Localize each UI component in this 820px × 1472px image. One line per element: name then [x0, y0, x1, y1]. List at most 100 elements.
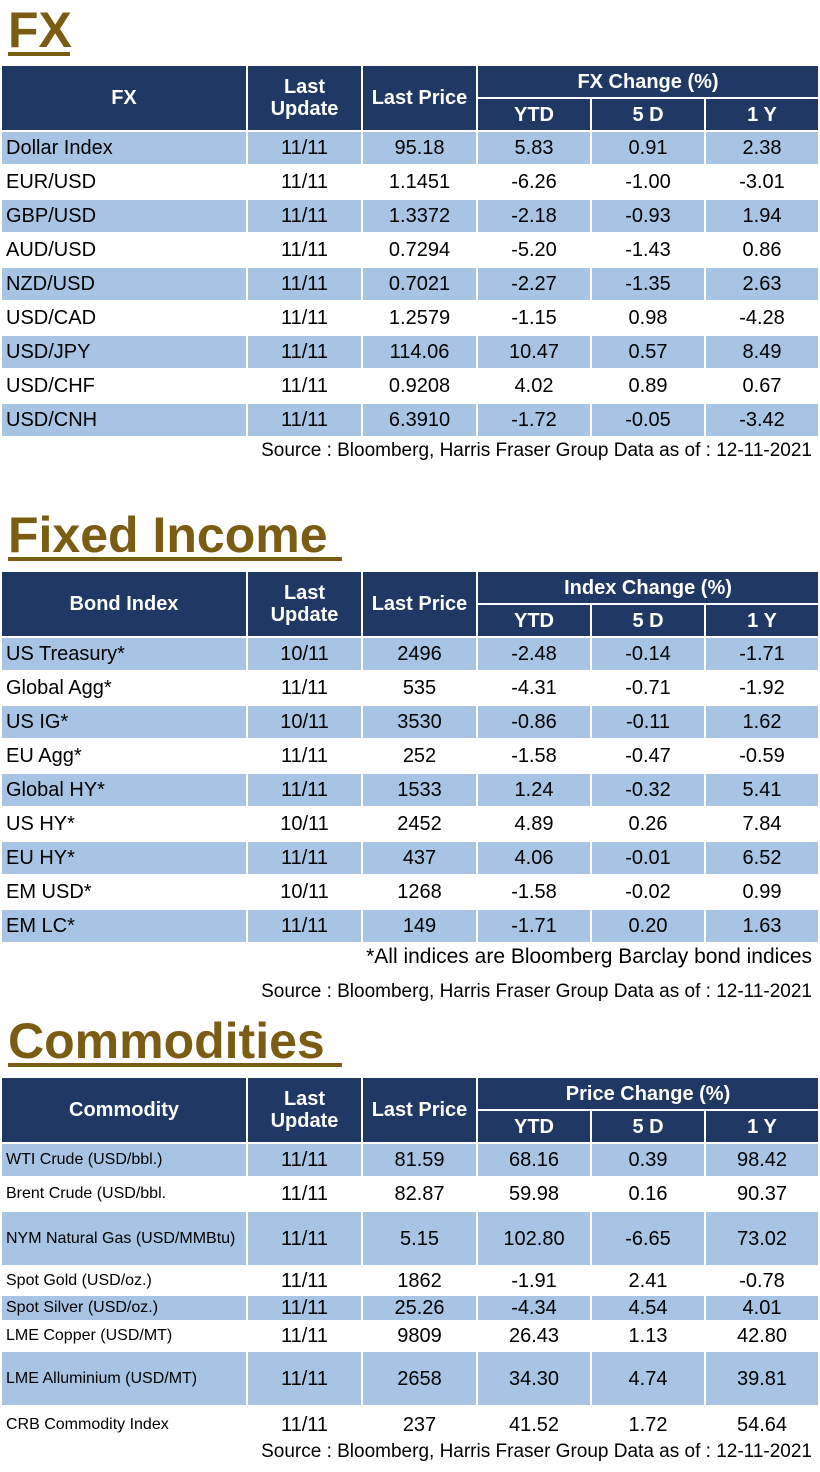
table-row: NZD/USD 11/11 0.7021 -2.27 -1.35 2.63 — [0, 266, 820, 302]
cell-d5: 0.16 — [590, 1176, 706, 1212]
fx-title-underline — [8, 52, 70, 56]
cell-price: 2452 — [361, 806, 478, 842]
table-row: USD/JPY 11/11 114.06 10.47 0.57 8.49 — [0, 334, 820, 370]
cell-d5: 2.41 — [590, 1265, 706, 1296]
cell-update: 11/11 — [246, 772, 363, 808]
cell-price: 1862 — [361, 1265, 478, 1296]
table-row: WTI Crude (USD/bbl.) 11/11 81.59 68.16 0.39 9… — [0, 1142, 820, 1178]
cell-update: 11/11 — [246, 130, 363, 166]
table-row: EM USD* 10/11 1268 -1.58 -0.02 0.99 — [0, 874, 820, 910]
table-row: US HY* 10/11 2452 4.89 0.26 7.84 — [0, 806, 820, 842]
cell-ytd: -0.86 — [476, 704, 592, 740]
table-row: Spot Silver (USD/oz.) 11/11 25.26 -4.34 4.54… — [0, 1294, 820, 1322]
cell-ytd: 10.47 — [476, 334, 592, 370]
cell-price: 81.59 — [361, 1142, 478, 1178]
cell-d5: -6.65 — [590, 1210, 706, 1267]
cell-ytd: 4.89 — [476, 806, 592, 842]
cell-d5: -0.71 — [590, 670, 706, 706]
cell-update: 11/11 — [246, 738, 363, 774]
table-row: EU HY* 11/11 437 4.06 -0.01 6.52 — [0, 840, 820, 876]
cell-y1: 2.38 — [703, 130, 820, 166]
cell-d5: -1.35 — [590, 266, 706, 302]
table-row: USD/CAD 11/11 1.2579 -1.15 0.98 -4.28 — [0, 300, 820, 336]
cell-y1: 42.80 — [703, 1320, 820, 1352]
table-row: EUR/USD 11/11 1.1451 -6.26 -1.00 -3.01 — [0, 164, 820, 200]
cell-name: Dollar Index — [0, 130, 248, 166]
cell-update: 11/11 — [246, 1320, 363, 1352]
cell-y1: 6.52 — [703, 840, 820, 876]
cell-update: 11/11 — [246, 232, 363, 268]
cell-y1: -1.92 — [703, 670, 820, 706]
cell-update: 11/11 — [246, 1176, 363, 1212]
cell-update: 11/11 — [246, 266, 363, 302]
cell-name: EM LC* — [0, 908, 248, 944]
cell-name: Spot Gold (USD/oz.) — [0, 1265, 248, 1296]
fx-source: Source : Bloomberg, Harris Fraser Group … — [261, 440, 812, 461]
cell-update: 11/11 — [246, 1265, 363, 1296]
cell-name: Spot Silver (USD/oz.) — [0, 1294, 248, 1322]
cell-price: 9809 — [361, 1320, 478, 1352]
cell-name: EUR/USD — [0, 164, 248, 200]
table-row: Global HY* 11/11 1533 1.24 -0.32 5.41 — [0, 772, 820, 808]
fi-header-ytd: YTD — [476, 603, 592, 638]
com-header-name: Commodity — [0, 1076, 248, 1144]
cell-d5: -0.93 — [590, 198, 706, 234]
fx-header-group: FX Change (%) — [475, 64, 820, 99]
commodities-title-underline — [8, 1063, 342, 1067]
commodities-table-body: WTI Crude (USD/bbl.) 11/11 81.59 68.16 0.39 9… — [0, 1142, 820, 1445]
cell-d5: 0.39 — [590, 1142, 706, 1178]
cell-update: 10/11 — [246, 636, 363, 672]
fx-header-ytd: YTD — [476, 97, 592, 132]
table-row: US IG* 10/11 3530 -0.86 -0.11 1.62 — [0, 704, 820, 740]
cell-update: 11/11 — [246, 164, 363, 200]
cell-d5: 0.91 — [590, 130, 706, 166]
cell-update: 10/11 — [246, 704, 363, 740]
fx-header-name: FX — [0, 64, 248, 132]
fi-header-5d: 5 D — [590, 603, 706, 638]
cell-ytd: -2.27 — [476, 266, 592, 302]
cell-y1: -3.01 — [703, 164, 820, 200]
cell-price: 1.3372 — [361, 198, 478, 234]
cell-name: EM USD* — [0, 874, 248, 910]
cell-ytd: -1.58 — [476, 738, 592, 774]
fi-header-name: Bond Index — [0, 570, 248, 638]
cell-name: EU Agg* — [0, 738, 248, 774]
fi-header-1y: 1 Y — [703, 603, 820, 638]
cell-price: 82.87 — [361, 1176, 478, 1212]
fixed-income-table: Bond Index Last Update Last Price Index … — [0, 570, 820, 944]
cell-y1: 54.64 — [703, 1405, 820, 1445]
cell-price: 114.06 — [361, 334, 478, 370]
cell-price: 535 — [361, 670, 478, 706]
cell-name: US Treasury* — [0, 636, 248, 672]
table-row: AUD/USD 11/11 0.7294 -5.20 -1.43 0.86 — [0, 232, 820, 268]
cell-y1: 98.42 — [703, 1142, 820, 1178]
cell-ytd: -1.91 — [476, 1265, 592, 1296]
cell-y1: 73.02 — [703, 1210, 820, 1267]
cell-y1: 0.86 — [703, 232, 820, 268]
cell-price: 1.1451 — [361, 164, 478, 200]
fx-header-1y: 1 Y — [703, 97, 820, 132]
cell-y1: 90.37 — [703, 1176, 820, 1212]
cell-d5: -0.32 — [590, 772, 706, 808]
table-row: NYM Natural Gas (USD/MMBtu) 11/11 5.15 102.… — [0, 1210, 820, 1267]
table-row: USD/CHF 11/11 0.9208 4.02 0.89 0.67 — [0, 368, 820, 404]
cell-d5: -0.05 — [590, 402, 706, 438]
cell-y1: -3.42 — [703, 402, 820, 438]
cell-update: 11/11 — [246, 1405, 363, 1445]
cell-ytd: 1.24 — [476, 772, 592, 808]
cell-y1: 1.62 — [703, 704, 820, 740]
cell-name: EU HY* — [0, 840, 248, 876]
cell-ytd: -1.71 — [476, 908, 592, 944]
cell-update: 11/11 — [246, 1350, 363, 1407]
cell-price: 95.18 — [361, 130, 478, 166]
fi-header-group: Index Change (%) — [475, 570, 820, 605]
cell-d5: -1.43 — [590, 232, 706, 268]
cell-y1: 39.81 — [703, 1350, 820, 1407]
cell-y1: 7.84 — [703, 806, 820, 842]
table-row: EM LC* 11/11 149 -1.71 0.20 1.63 — [0, 908, 820, 944]
cell-d5: -0.47 — [590, 738, 706, 774]
cell-update: 10/11 — [246, 874, 363, 910]
com-header-5d: 5 D — [590, 1109, 706, 1144]
cell-price: 0.9208 — [361, 368, 478, 404]
cell-ytd: 4.06 — [476, 840, 592, 876]
